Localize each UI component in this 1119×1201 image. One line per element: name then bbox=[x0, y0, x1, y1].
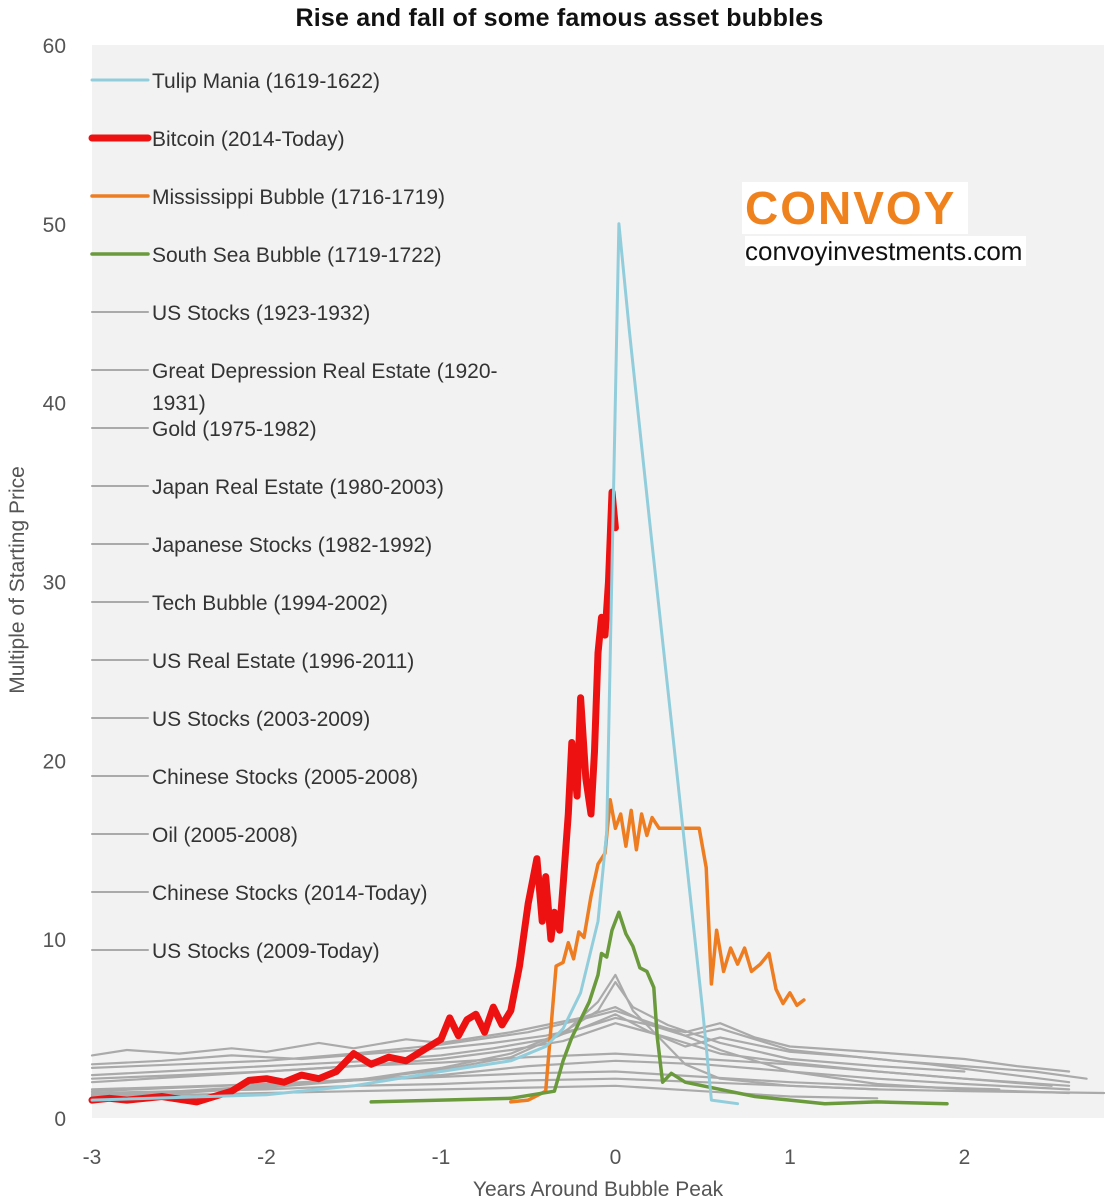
series-line-chinese-stocks-2005-2008 bbox=[90, 1006, 1071, 1073]
x-tick-label--1: -1 bbox=[432, 1146, 451, 1169]
series-line-tulip-mania-1619-1622 bbox=[90, 222, 740, 1106]
brand-logo: CONVOY bbox=[745, 182, 957, 234]
series-layer bbox=[88, 222, 1106, 1106]
brand-background bbox=[742, 182, 968, 234]
series-line-south-sea-bubble-1719-1722 bbox=[369, 910, 949, 1106]
legend-label-part: Great Depression Real Estate (1920- bbox=[152, 360, 498, 383]
legend-label-oil-2005-2008: Oil (2005-2008) bbox=[152, 824, 298, 847]
legend-label-us-stocks-2003-2009: US Stocks (2003-2009) bbox=[152, 708, 370, 731]
legend-label-us-stocks-1923-1932: US Stocks (1923-1932) bbox=[152, 302, 370, 325]
y-tick-label-10: 10 bbox=[43, 929, 66, 952]
x-tick-label--2: -2 bbox=[257, 1146, 276, 1169]
legend-label-chinese-stocks-2014-today: Chinese Stocks (2014-Today) bbox=[152, 882, 427, 905]
legend-label-japan-real-estate-1980-2003: Japan Real Estate (1980-2003) bbox=[152, 476, 444, 499]
legend-label-tech-bubble-1994-2002: Tech Bubble (1994-2002) bbox=[152, 592, 388, 615]
x-axis-title: Years Around Bubble Peak bbox=[473, 1178, 724, 1201]
series-line-us-stocks-2009-today bbox=[90, 1052, 1053, 1087]
series-line-gold-1975-1982 bbox=[90, 981, 966, 1098]
legend-label-japanese-stocks-1982-1992: Japanese Stocks (1982-1992) bbox=[152, 534, 432, 557]
legend-label-great-depression-real-estate-1920-1931: Great Depression Real Estate (1920- 1931) bbox=[152, 360, 498, 415]
brand-website: convoyinvestments.com bbox=[745, 236, 1027, 266]
legend-label-part: 1931) bbox=[152, 392, 206, 415]
chart-title: Rise and fall of some famous asset bubbl… bbox=[295, 4, 824, 32]
legend-label-south-sea-bubble-1719-1722: South Sea Bubble (1719-1722) bbox=[152, 244, 442, 267]
series-line-chinese-stocks-2014-today bbox=[90, 1013, 1071, 1084]
y-tick-label-20: 20 bbox=[43, 750, 66, 773]
y-tick-label-40: 40 bbox=[43, 393, 66, 416]
legend-label-chinese-stocks-2005-2008: Chinese Stocks (2005-2008) bbox=[152, 766, 418, 789]
y-tick-label-50: 50 bbox=[43, 214, 66, 237]
y-tick-label-0: 0 bbox=[54, 1108, 66, 1131]
series-line-us-real-estate-1996-2011 bbox=[90, 1077, 1106, 1095]
series-line-bitcoin-2014-today bbox=[88, 488, 619, 1106]
x-tick-label--3: -3 bbox=[83, 1146, 102, 1169]
legend-label-mississippi-bubble-1716-1719: Mississippi Bubble (1716-1719) bbox=[152, 186, 445, 209]
x-axis: -3 -2 -1 0 1 2 bbox=[83, 1146, 971, 1169]
y-tick-label-30: 30 bbox=[43, 572, 66, 595]
legend: Tulip Mania (1619-1622) Bitcoin (2014-Tod… bbox=[88, 70, 498, 963]
legend-label-tulip-mania-1619-1622: Tulip Mania (1619-1622) bbox=[152, 70, 380, 93]
legend-label-bitcoin-2014-today: Bitcoin (2014-Today) bbox=[152, 128, 345, 151]
x-tick-label-0: 0 bbox=[610, 1146, 622, 1169]
y-axis: 0 10 20 30 40 50 60 bbox=[43, 35, 66, 1131]
x-tick-label-1: 1 bbox=[784, 1146, 796, 1169]
y-axis-title: Multiple of Starting Price bbox=[6, 466, 29, 694]
legend-label-gold-1975-1982: Gold (1975-1982) bbox=[152, 418, 317, 441]
series-line-us-stocks-1923-1932 bbox=[90, 1009, 1071, 1095]
series-line-mississippi-bubble-1716-1719 bbox=[509, 797, 806, 1104]
legend-label-us-real-estate-1996-2011: US Real Estate (1996-2011) bbox=[152, 650, 414, 673]
y-tick-label-60: 60 bbox=[43, 35, 66, 58]
x-tick-label-2: 2 bbox=[959, 1146, 971, 1169]
legend-label-us-stocks-2009-today: US Stocks (2009-Today) bbox=[152, 940, 380, 963]
